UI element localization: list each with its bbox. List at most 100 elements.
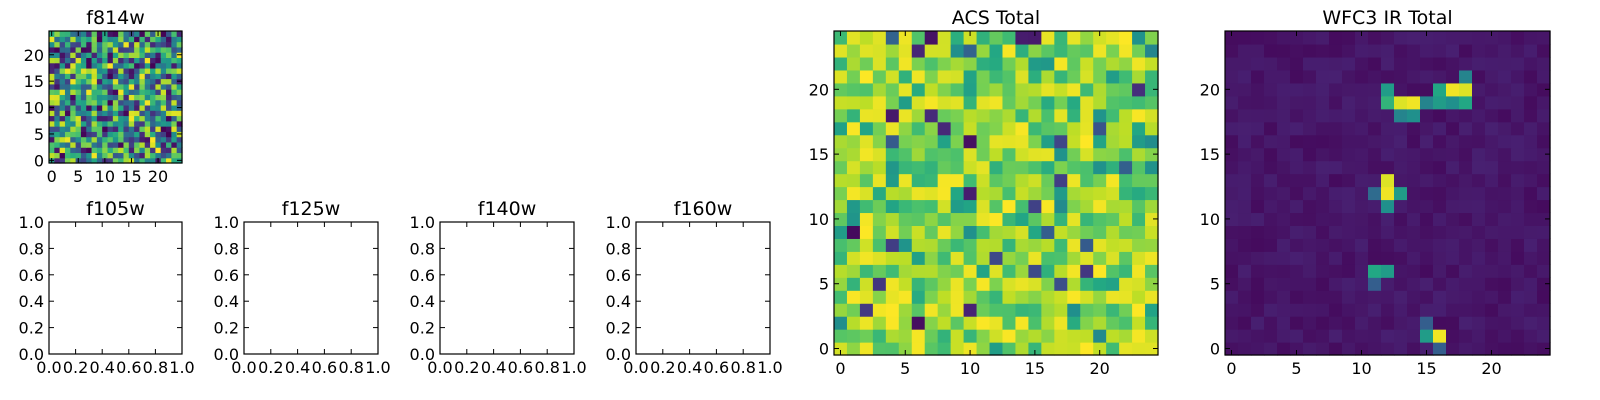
heatmap-cell — [144, 110, 151, 117]
heatmap-cell — [846, 264, 861, 278]
heatmap-cell — [898, 342, 913, 356]
heatmap-cell — [911, 342, 926, 356]
heatmap-cell — [49, 67, 55, 74]
heatmap-cell — [976, 290, 991, 304]
heatmap-cell — [1394, 69, 1408, 84]
heatmap-cell — [75, 136, 82, 143]
heatmap-cell — [1015, 316, 1029, 330]
heatmap-cell — [123, 41, 130, 48]
heatmap-cell — [1028, 316, 1042, 330]
heatmap-cell — [1459, 342, 1473, 356]
heatmap-cell — [924, 251, 939, 265]
heatmap-cell — [1303, 225, 1317, 239]
heatmap-cell — [950, 290, 965, 304]
heatmap-cell — [80, 152, 87, 159]
heatmap-cell — [1446, 82, 1460, 97]
heatmap-cell — [1041, 316, 1055, 330]
heatmap-cell — [107, 126, 114, 132]
heatmap-cell — [1290, 238, 1304, 252]
heatmap-cell — [1420, 199, 1434, 214]
heatmap-cell — [1498, 264, 1512, 278]
heatmap-cell — [1433, 108, 1447, 123]
heatmap-cell — [102, 46, 109, 53]
heatmap-cell — [1106, 277, 1120, 291]
heatmap-cell — [1342, 212, 1356, 226]
heatmap-cell — [1119, 95, 1133, 110]
heatmap-cell — [1342, 199, 1356, 214]
heatmap-cell — [976, 121, 991, 136]
heatmap-cell — [1277, 316, 1291, 330]
heatmap-cell — [1290, 69, 1304, 84]
heatmap-cell — [1329, 160, 1343, 175]
heatmap-cell — [989, 56, 1004, 71]
heatmap-cell — [963, 290, 978, 304]
heatmap-cell — [123, 126, 130, 132]
heatmap-cell — [49, 41, 55, 48]
heatmap-cell — [70, 62, 77, 69]
heatmap-cell — [1368, 329, 1382, 343]
heatmap-cell — [1002, 147, 1017, 162]
heatmap-cell — [59, 57, 66, 64]
heatmap-cell — [160, 94, 167, 101]
heatmap-cell — [1002, 173, 1017, 188]
heatmap-cell — [1119, 264, 1133, 278]
heatmap-cell — [1145, 225, 1159, 239]
heatmap-cell — [1290, 108, 1304, 123]
heatmap-cell — [1106, 31, 1120, 45]
heatmap-cell — [166, 46, 172, 53]
heatmap-cell — [1251, 342, 1265, 356]
y-tick-label: 0.0 — [410, 345, 435, 364]
heatmap-cell — [80, 83, 87, 90]
heatmap-cell — [1381, 147, 1395, 162]
heatmap-cell — [150, 46, 156, 53]
heatmap-cell — [1015, 186, 1029, 201]
heatmap-cell — [150, 83, 156, 90]
heatmap-cell — [846, 238, 861, 252]
heatmap-cell — [989, 277, 1004, 291]
heatmap-cell — [102, 83, 109, 90]
heatmap-cell — [49, 152, 55, 159]
heatmap-cell — [1251, 95, 1265, 110]
heatmap-cell — [885, 329, 900, 343]
heatmap-cell — [1485, 95, 1499, 110]
heatmap-cell — [1394, 108, 1408, 123]
heatmap-cell — [1368, 121, 1382, 136]
heatmap-cell — [1277, 212, 1291, 226]
heatmap-cell — [171, 157, 178, 164]
heatmap-cell — [924, 277, 939, 291]
heatmap-cell — [1054, 69, 1068, 84]
heatmap-cell — [171, 31, 178, 37]
heatmap-cell — [1028, 277, 1042, 291]
heatmap-cell — [1485, 186, 1499, 201]
heatmap-cell — [107, 78, 114, 85]
heatmap-cell — [1290, 225, 1304, 239]
heatmap-cell — [91, 41, 98, 48]
x-tick-label: 0.6 — [312, 358, 337, 377]
heatmap-cell — [102, 104, 109, 111]
heatmap-cell — [1067, 160, 1081, 175]
heatmap-cell — [1511, 147, 1525, 162]
heatmap-cell — [134, 73, 141, 80]
heatmap-cell — [139, 67, 146, 74]
heatmap-cell — [846, 69, 861, 84]
heatmap-cell — [155, 83, 162, 90]
heatmap-cell — [937, 160, 952, 175]
heatmap-cell — [1093, 56, 1107, 71]
heatmap-cell — [950, 251, 965, 265]
heatmap-cell — [1329, 277, 1343, 291]
heatmap-cell — [885, 134, 900, 149]
heatmap-cell — [139, 57, 146, 64]
heatmap-cell — [1119, 212, 1133, 226]
heatmap-cell — [128, 46, 135, 53]
heatmap-cell — [1080, 316, 1094, 330]
heatmap-cell — [80, 99, 87, 106]
heatmap-cell — [59, 147, 66, 154]
heatmap-cell — [49, 62, 55, 69]
heatmap-cell — [1355, 264, 1369, 278]
x-tick-label: 20 — [1481, 359, 1501, 378]
heatmap-cell — [1381, 316, 1395, 330]
heatmap-cell — [1277, 108, 1291, 123]
heatmap-cell — [1002, 82, 1017, 97]
heatmap-cell — [1290, 134, 1304, 149]
heatmap-cell — [1303, 121, 1317, 136]
